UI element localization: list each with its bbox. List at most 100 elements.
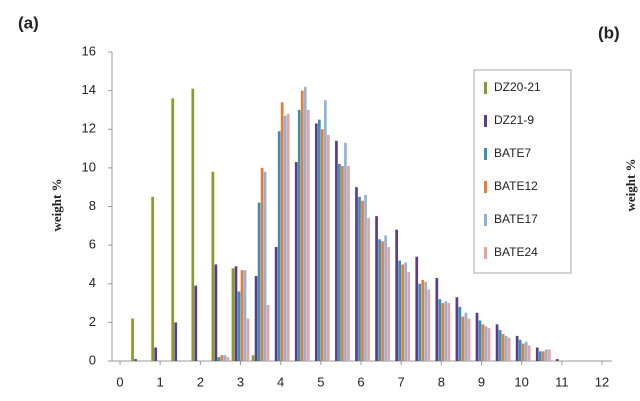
x-tick-label: 9 bbox=[478, 374, 485, 389]
bar bbox=[375, 216, 378, 361]
bar bbox=[246, 318, 250, 361]
bar bbox=[211, 171, 215, 361]
bar bbox=[297, 109, 301, 361]
bar bbox=[381, 241, 384, 361]
bar bbox=[223, 355, 227, 361]
bar bbox=[481, 324, 485, 361]
legend-label: BATE24 bbox=[494, 245, 538, 259]
bar bbox=[395, 229, 399, 361]
x-tick-label: 7 bbox=[398, 374, 405, 389]
bar bbox=[314, 123, 318, 361]
bar bbox=[171, 98, 175, 361]
bar bbox=[280, 102, 284, 362]
bar bbox=[421, 279, 425, 361]
bar bbox=[174, 322, 178, 361]
y-tick-label: 8 bbox=[89, 198, 96, 213]
bar bbox=[226, 357, 230, 361]
legend-label: BATE12 bbox=[494, 179, 538, 193]
x-tick-label: 10 bbox=[514, 374, 528, 389]
bar bbox=[407, 272, 411, 361]
bar bbox=[237, 291, 241, 361]
bar bbox=[415, 256, 419, 361]
bar bbox=[544, 349, 548, 361]
bar bbox=[338, 164, 341, 361]
bar bbox=[361, 200, 364, 361]
y-axis-label: weight % bbox=[49, 178, 64, 231]
bar bbox=[438, 299, 442, 361]
bar bbox=[217, 357, 221, 361]
bar bbox=[283, 115, 287, 361]
bar bbox=[464, 312, 468, 361]
bar bbox=[347, 165, 350, 361]
y-tick-label: 14 bbox=[82, 82, 96, 97]
bar bbox=[243, 270, 247, 361]
bar bbox=[455, 297, 459, 361]
x-tick-label: 0 bbox=[116, 374, 123, 389]
legend-label: DZ20-21 bbox=[494, 80, 541, 94]
legend-box bbox=[473, 69, 572, 274]
y-axis-label: weight % bbox=[623, 158, 638, 211]
x-tick-label: 5 bbox=[317, 374, 324, 389]
x-tick-label: 11 bbox=[555, 374, 569, 389]
x-tick-label: 3 bbox=[237, 374, 244, 389]
bar bbox=[387, 247, 390, 361]
bar bbox=[441, 303, 445, 361]
legend-label: BATE17 bbox=[494, 212, 538, 226]
bar bbox=[515, 335, 519, 361]
x-tick-label: 4 bbox=[277, 374, 284, 389]
bar bbox=[435, 277, 439, 361]
bar bbox=[191, 88, 195, 361]
bar bbox=[131, 318, 134, 361]
bar bbox=[461, 316, 465, 361]
bar bbox=[521, 343, 525, 361]
bar bbox=[231, 268, 235, 361]
bar bbox=[547, 349, 551, 361]
bar bbox=[294, 162, 298, 361]
bar bbox=[240, 270, 244, 361]
x-tick-label: 12 bbox=[595, 374, 609, 389]
bar bbox=[317, 119, 321, 361]
bar bbox=[501, 333, 505, 361]
legend-swatch bbox=[484, 181, 487, 193]
bar bbox=[327, 135, 330, 361]
bar bbox=[234, 266, 238, 361]
bar bbox=[151, 196, 154, 361]
x-tick-label: 6 bbox=[357, 374, 364, 389]
bar bbox=[274, 247, 278, 361]
legend-label: BATE7 bbox=[494, 146, 531, 160]
bar bbox=[323, 100, 327, 361]
y-tick-label: 2 bbox=[89, 314, 96, 329]
bar bbox=[335, 140, 338, 361]
bar bbox=[524, 341, 528, 361]
legend-swatch bbox=[484, 148, 487, 160]
bar bbox=[535, 347, 539, 361]
legend-swatch bbox=[484, 115, 487, 127]
bar bbox=[484, 326, 488, 361]
bar bbox=[378, 239, 381, 361]
bar bbox=[367, 218, 370, 361]
bar bbox=[404, 262, 408, 361]
bar bbox=[495, 324, 499, 361]
bar bbox=[254, 276, 258, 361]
bar bbox=[504, 335, 508, 361]
y-tick-label: 16 bbox=[82, 43, 96, 58]
y-tick-label: 0 bbox=[89, 352, 96, 367]
bar bbox=[401, 264, 405, 361]
x-tick-label: 8 bbox=[438, 374, 445, 389]
bar bbox=[266, 304, 270, 361]
y-tick-label: 12 bbox=[82, 121, 96, 136]
bar bbox=[398, 260, 402, 361]
bar bbox=[306, 109, 310, 361]
bar bbox=[424, 281, 428, 361]
bar bbox=[257, 202, 261, 361]
panel-label: (b) bbox=[598, 23, 620, 42]
bar bbox=[214, 264, 218, 361]
bar bbox=[541, 351, 545, 361]
bar bbox=[538, 351, 542, 361]
bar bbox=[384, 235, 387, 361]
legend-swatch bbox=[484, 214, 487, 226]
bar bbox=[154, 347, 158, 361]
bar bbox=[555, 359, 559, 361]
bar bbox=[355, 187, 358, 361]
